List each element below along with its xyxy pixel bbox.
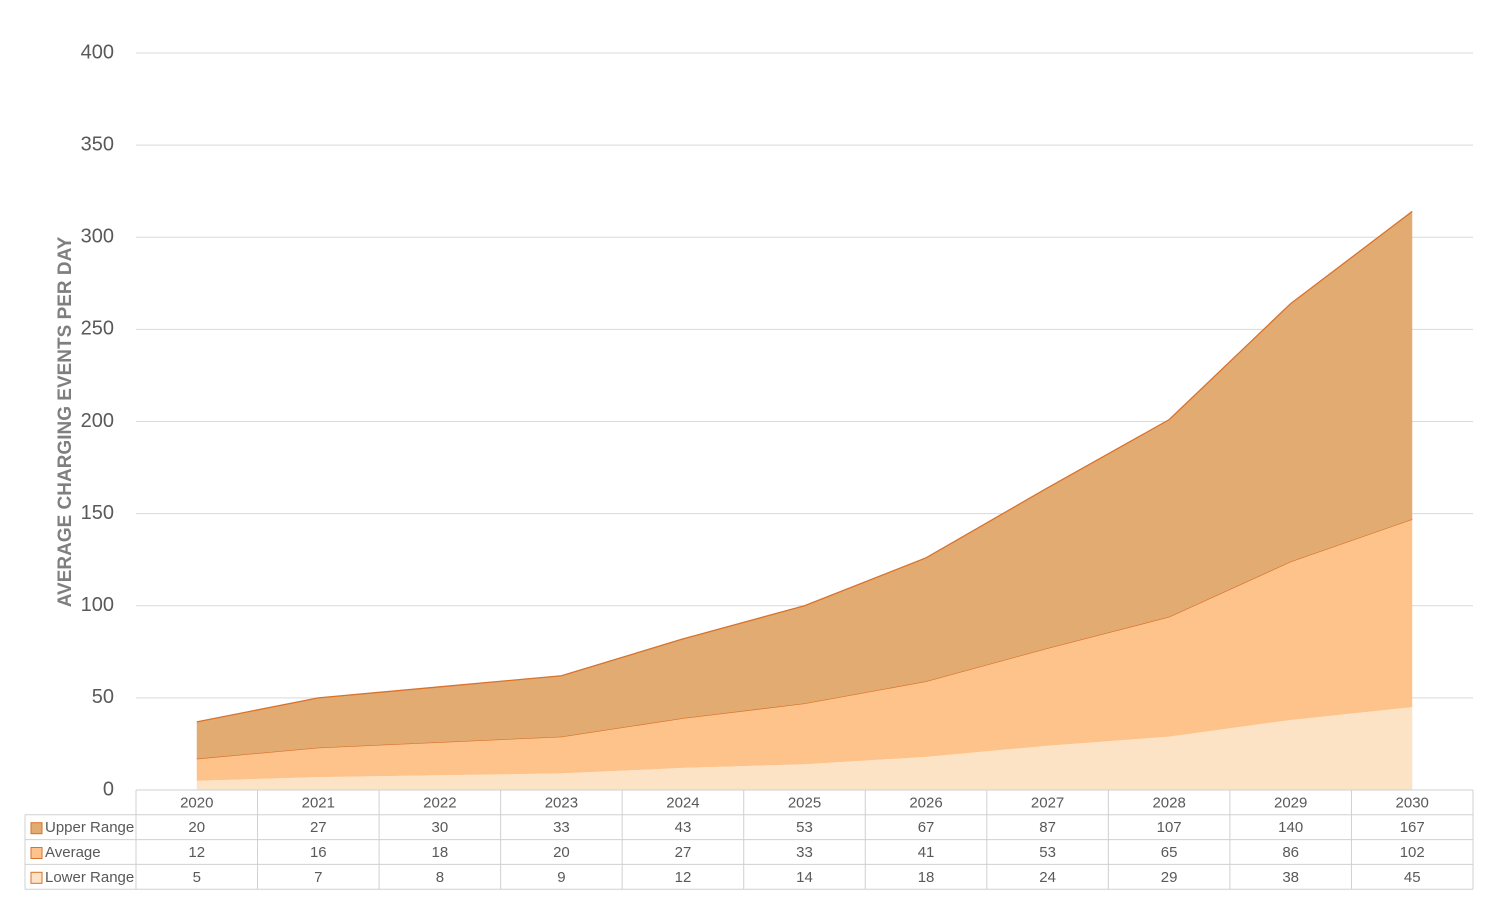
table-value: 20 xyxy=(188,819,205,836)
table-value: 16 xyxy=(310,844,327,861)
table-value: 20 xyxy=(553,844,570,861)
table-value: 5 xyxy=(193,869,201,886)
table-value: 67 xyxy=(918,819,935,836)
x-tick-label: 2030 xyxy=(1396,794,1429,811)
table-value: 14 xyxy=(796,869,813,886)
y-tick-label: 350 xyxy=(81,133,114,155)
area xyxy=(196,707,1413,790)
table-value: 43 xyxy=(675,819,692,836)
y-tick-label: 200 xyxy=(81,410,114,432)
x-tick-label: 2025 xyxy=(788,794,821,811)
legend-label: Upper Range xyxy=(45,819,134,836)
table-value: 27 xyxy=(310,819,327,836)
table-value: 102 xyxy=(1400,844,1425,861)
table-value: 38 xyxy=(1282,869,1299,886)
table-value: 27 xyxy=(675,844,692,861)
x-tick-label: 2029 xyxy=(1274,794,1307,811)
table-value: 45 xyxy=(1404,869,1421,886)
legend-swatch xyxy=(30,847,43,859)
table-value: 41 xyxy=(918,844,935,861)
table-value: 18 xyxy=(432,844,449,861)
y-tick-label: 100 xyxy=(81,594,114,616)
x-tick-label: 2027 xyxy=(1031,794,1064,811)
table-value: 33 xyxy=(796,844,813,861)
table-value: 87 xyxy=(1039,819,1056,836)
table-value: 12 xyxy=(188,844,205,861)
table-value: 24 xyxy=(1039,869,1056,886)
table-value: 30 xyxy=(432,819,449,836)
table-value: 140 xyxy=(1278,819,1303,836)
y-tick-label: 150 xyxy=(81,502,114,524)
area-edge xyxy=(196,210,1413,723)
x-tick-label: 2021 xyxy=(302,794,335,811)
table-value: 12 xyxy=(675,869,692,886)
table-value: 8 xyxy=(436,869,444,886)
y-tick-label: 400 xyxy=(81,41,114,63)
table-value: 9 xyxy=(557,869,565,886)
table-value: 33 xyxy=(553,819,570,836)
table-value: 53 xyxy=(796,819,813,836)
x-tick-label: 2022 xyxy=(423,794,456,811)
table-value: 18 xyxy=(918,869,935,886)
x-tick-label: 2026 xyxy=(909,794,942,811)
legend-swatch xyxy=(30,822,43,835)
y-axis-title: AVERAGE CHARGING EVENTS PER DAY xyxy=(55,236,76,607)
y-tick-label: 50 xyxy=(92,686,114,708)
legend-swatch xyxy=(30,871,43,884)
x-tick-label: 2023 xyxy=(545,794,578,811)
table-value: 167 xyxy=(1400,819,1425,836)
x-tick-label: 2020 xyxy=(180,794,213,811)
x-tick-label: 2024 xyxy=(666,794,699,811)
table-value: 65 xyxy=(1161,844,1178,861)
table-value: 53 xyxy=(1039,844,1056,861)
y-tick-label: 300 xyxy=(81,226,114,248)
table-value: 107 xyxy=(1157,819,1182,836)
table-value: 29 xyxy=(1161,869,1178,886)
x-tick-label: 2028 xyxy=(1152,794,1185,811)
area xyxy=(196,211,1413,759)
table-value: 86 xyxy=(1282,844,1299,861)
table-value: 7 xyxy=(314,869,322,886)
y-tick-label: 0 xyxy=(103,778,114,800)
area xyxy=(196,519,1413,781)
legend-label: Average xyxy=(45,844,101,861)
y-tick-label: 250 xyxy=(81,318,114,340)
legend-label: Lower Range xyxy=(45,869,134,886)
